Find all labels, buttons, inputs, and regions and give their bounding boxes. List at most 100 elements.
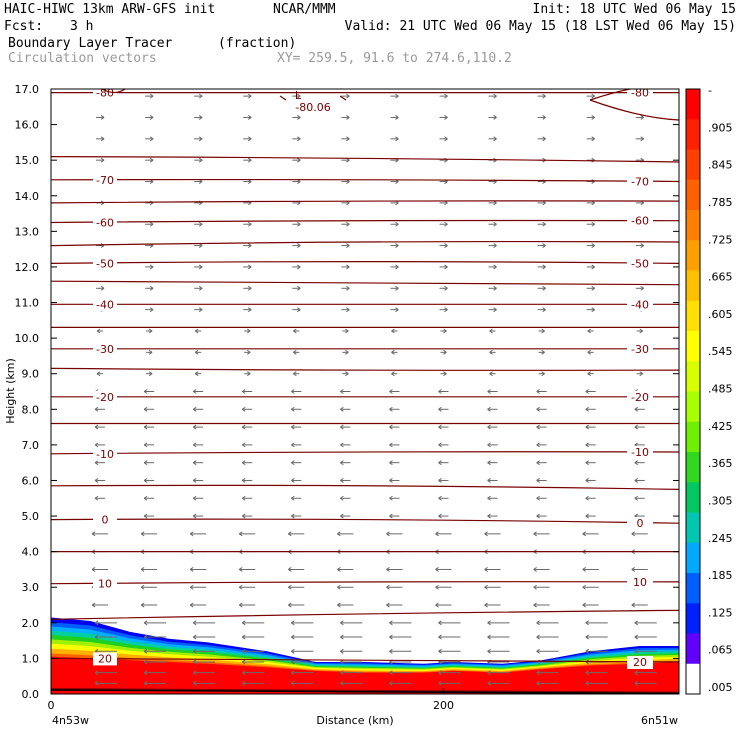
vector-arrowhead	[192, 460, 197, 466]
y-tick-label: 12.0	[15, 261, 40, 274]
contour-label-bg	[627, 517, 653, 531]
vector-arrowhead	[585, 670, 589, 676]
vector-arrowhead	[395, 243, 399, 249]
vector-arrowhead	[487, 680, 491, 686]
vector-arrowhead	[192, 478, 197, 483]
contour-label-bg	[93, 652, 117, 666]
vector-arrowhead	[340, 648, 344, 654]
contour-label-bg	[93, 447, 117, 461]
vector-arrowhead	[149, 93, 154, 99]
y-tick-label: 10.0	[15, 332, 40, 345]
vector-arrowhead	[247, 221, 252, 227]
vector-arrowhead	[192, 389, 197, 394]
vector-arrowhead	[585, 495, 589, 501]
vector-arrowhead	[484, 602, 488, 608]
vector-arrowhead	[288, 584, 292, 590]
vector-arrowhead	[291, 442, 295, 448]
contour-label: -20	[631, 391, 649, 404]
contour-label: -10	[96, 448, 114, 461]
vector-arrowhead	[631, 567, 636, 572]
vector-arrowhead	[346, 115, 350, 120]
vector-arrowhead	[340, 389, 344, 394]
contour-label: -40	[631, 298, 649, 311]
colorbar-swatch	[686, 210, 700, 241]
vector-arrowhead	[438, 513, 442, 519]
vector-arrowhead	[631, 602, 636, 608]
vector-arrowhead	[192, 634, 197, 640]
vector-arrowhead	[389, 406, 393, 412]
vector-arrowhead	[247, 285, 252, 291]
contour-line	[51, 200, 679, 204]
y-tick-label: 1.0	[22, 652, 40, 665]
vector-arrowhead	[291, 478, 295, 483]
contour-label: -50	[96, 257, 114, 270]
contour-label: -70	[631, 176, 649, 189]
vector-arrowhead	[297, 93, 301, 99]
x-axis: 0 200	[48, 688, 454, 712]
vector-arrowhead	[536, 406, 540, 412]
y-axis: 0.0 1.0 2.0 3.0 4.0 5.0 6.0 7.0 8.0 9.0 10.0 11.0 12…	[15, 83, 679, 701]
vector-arrowhead	[238, 567, 243, 572]
contour-label: -30	[631, 343, 649, 356]
vector-arrowhead	[288, 567, 292, 572]
vector-arrowhead	[143, 406, 148, 412]
vector-arrowhead	[587, 349, 591, 355]
vector-arrowhead	[591, 115, 595, 120]
vector-arrowhead	[238, 584, 243, 590]
vector-arrowhead	[100, 136, 105, 142]
vector-arrowhead	[247, 115, 252, 120]
contour-label: -80	[631, 87, 649, 100]
contour-label: -20	[96, 391, 114, 404]
vector-arrowhead	[536, 634, 540, 640]
contour-line	[101, 89, 126, 94]
vector-arrowhead	[444, 93, 448, 99]
colorbar-swatch	[686, 179, 700, 211]
vector-arrowhead	[143, 424, 148, 430]
vector-arrowhead	[198, 93, 203, 99]
vector-arrowhead	[94, 634, 99, 640]
vector-arrowhead	[389, 478, 393, 483]
vector-arrowhead	[389, 424, 393, 430]
vector-arrowhead	[391, 328, 395, 334]
vector-arrowhead	[100, 115, 105, 120]
vector-arrowhead	[143, 442, 148, 448]
colorbar-label: .785	[708, 196, 733, 209]
colorbar-swatch	[686, 331, 700, 362]
field-unit: (fraction)	[218, 36, 297, 51]
vector-arrowhead	[587, 371, 591, 377]
vector-arrowhead	[198, 264, 203, 270]
vector-arrowhead	[94, 442, 99, 448]
vector-arrowhead	[443, 349, 447, 355]
vector-arrowhead	[585, 680, 589, 686]
contour-label-bg	[627, 214, 653, 228]
vector-arrowhead	[94, 424, 99, 430]
colorbar-swatch	[686, 512, 700, 544]
vector-arrowhead	[634, 680, 639, 686]
vector-arrowhead	[192, 495, 197, 501]
vector-arrowhead	[542, 243, 546, 249]
y-tick-label: 4.0	[22, 546, 40, 559]
y-tick-label: 0.0	[22, 688, 40, 701]
vector-arrowhead	[585, 389, 589, 394]
vector-arrowhead	[487, 424, 491, 430]
vector-arrowhead	[395, 264, 399, 270]
vector-arrowhead	[438, 478, 442, 483]
vector-arrowhead	[542, 307, 546, 313]
y-tick-label: 8.0	[22, 403, 40, 416]
vector-arrowhead	[591, 307, 595, 313]
vector-arrowhead	[247, 157, 252, 163]
vector-arrowhead	[247, 243, 252, 249]
vector-arrowhead	[337, 531, 341, 537]
contour-label: 20	[633, 656, 647, 669]
vector-arrowhead	[634, 620, 639, 626]
y-tick-label: 3.0	[22, 581, 40, 594]
vector-arrowhead	[291, 460, 295, 466]
vector-arrowhead	[198, 115, 203, 120]
vector-arrowhead	[94, 406, 99, 412]
contour-label: 0	[102, 514, 109, 527]
init-time: Init: 18 UTC Wed 06 May 15	[532, 2, 737, 17]
vector-arrowhead	[340, 442, 344, 448]
vector-arrowhead	[389, 634, 393, 640]
vector-arrowhead	[345, 371, 349, 377]
vector-arrowhead	[148, 349, 153, 355]
